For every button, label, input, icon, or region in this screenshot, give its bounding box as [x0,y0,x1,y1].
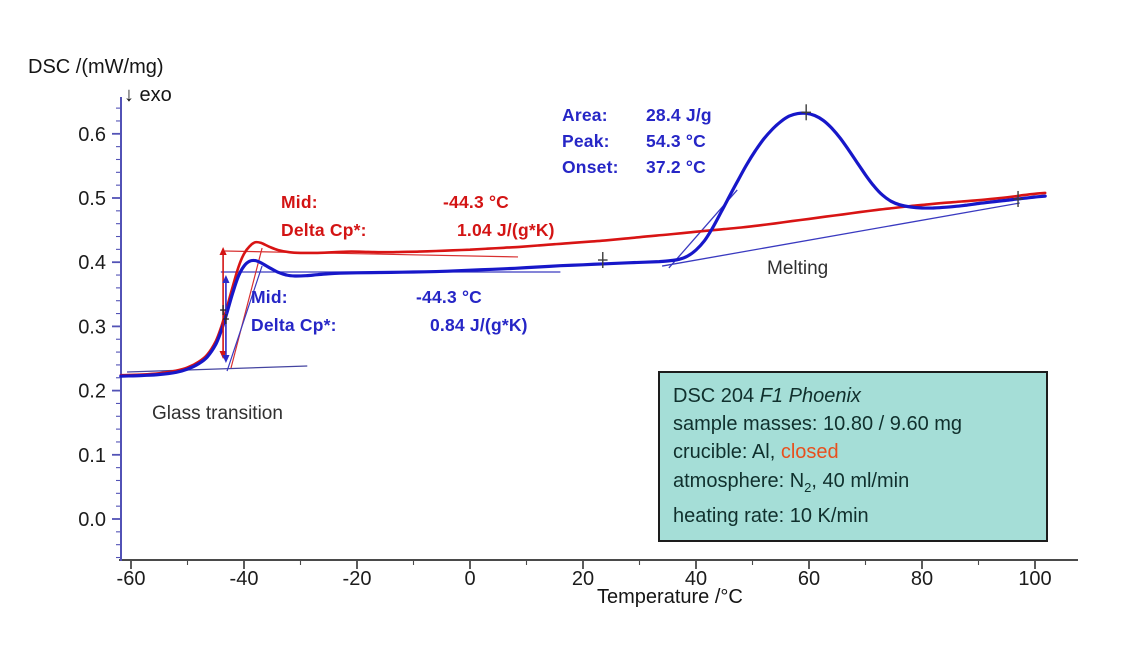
crucible-prefix: crucible: Al, [673,441,781,464]
delta-cp-value-red: 1.04 J/(g*K) [457,220,555,240]
x-tick-label: 0 [464,568,475,590]
atmosphere-prefix: atmosphere: N [673,469,805,492]
x-tick-label: -40 [230,568,259,590]
mid-result-row-blue: Mid: -44.3 °C [251,287,528,315]
y-axis-title: DSC /(mW/mg) [28,56,164,78]
x-tick-label: 20 [572,568,594,590]
instrument-model-prefix: DSC 204 [673,385,760,407]
instrument-info-box: DSC 204 F1 Phoenix sample masses: 10.80 … [658,371,1048,543]
onset-label: Onset: [562,157,619,177]
x-tick-label: 40 [685,568,707,590]
exo-direction-label: ↓ exo [124,84,172,106]
gt-red-inflection-tangent [230,247,263,369]
y-tick-label: 0.2 [78,381,106,403]
x-tick-label: -60 [117,568,146,590]
sample-1-blue-curve [119,111,1047,378]
y-tick-label: 0.1 [78,445,106,467]
y-tick-label: 0.0 [78,509,106,531]
x-tick-label: 80 [911,568,933,590]
heating-rate-line: heating rate: 10 K/min [673,504,869,527]
crucible-closed-highlight: closed [780,441,839,464]
mid-result-row-red: Mid: -44.3 °C [281,192,555,220]
peak-result-row: Peak: 54.3 °C [562,131,712,157]
melting-integration-baseline [661,202,1020,267]
area-result-row: Area: 28.4 J/g [562,105,712,131]
crucible-line: crucible: Al, closed [673,438,1033,466]
instrument-model-name: F1 Phoenix [759,385,861,407]
atmosphere-suffix: , 40 ml/min [811,469,910,492]
delta-cp-label-blue: Delta Cp*: [251,315,337,335]
mid-value-blue: -44.3 °C [416,287,482,307]
x-tick-label: -20 [343,568,372,590]
gt-red-upper-tangent-level [224,250,519,258]
x-axis-title: Temperature /°C [597,586,743,608]
y-tick-label: 0.6 [78,124,106,146]
glass-transition-label: Glass transition [152,403,283,424]
instrument-model-line: DSC 204 F1 Phoenix [673,382,1033,410]
x-tick-label: 60 [798,568,820,590]
y-tick-label: 0.4 [78,252,106,274]
melting-peak-results: Area: 28.4 J/g Peak: 54.3 °C Onset: 37.2… [562,105,712,183]
x-tick-label: 100 [1018,568,1051,590]
atmosphere-subscript: 2 [804,479,812,495]
delta-cp-value-blue: 0.84 J/(g*K) [430,315,528,335]
gt-blue-inflection-tangent [226,265,263,372]
mid-value-red: -44.3 °C [443,192,509,212]
gt-lower-tangent-level [127,365,308,373]
melting-label: Melting [767,258,829,279]
delta-cp-result-row-red: Delta Cp*: 1.04 J/(g*K) [281,220,555,248]
area-label: Area: [562,105,608,125]
onset-value: 37.2 °C [646,157,706,177]
peak-label: Peak: [562,131,610,151]
delta-cp-result-row-blue: Delta Cp*: 0.84 J/(g*K) [251,315,528,343]
onset-result-row: Onset: 37.2 °C [562,157,712,183]
mid-label-red: Mid: [281,192,318,212]
glass-transition-results-blue: Mid: -44.3 °C Delta Cp*: 0.84 J/(g*K) [251,287,528,343]
peak-value: 54.3 °C [646,131,706,151]
atmosphere-line: atmosphere: N2, 40 ml/min [673,467,1033,502]
mid-label-blue: Mid: [251,287,288,307]
area-value: 28.4 J/g [646,105,712,125]
delta-cp-label-red: Delta Cp*: [281,220,367,240]
sample-masses-line: sample masses: 10.80 / 9.60 mg [673,413,963,436]
delta-cp-blue-arrow-head-bottom [222,355,230,364]
sample-2-red-curve [119,191,1047,377]
delta-cp-blue-arrow-head-top [222,275,230,284]
glass-transition-results-red: Mid: -44.3 °C Delta Cp*: 1.04 J/(g*K) [281,192,555,248]
y-tick-label: 0.3 [78,316,106,338]
delta-cp-red-arrow-head-top [219,247,227,256]
y-tick-label: 0.5 [78,188,106,210]
